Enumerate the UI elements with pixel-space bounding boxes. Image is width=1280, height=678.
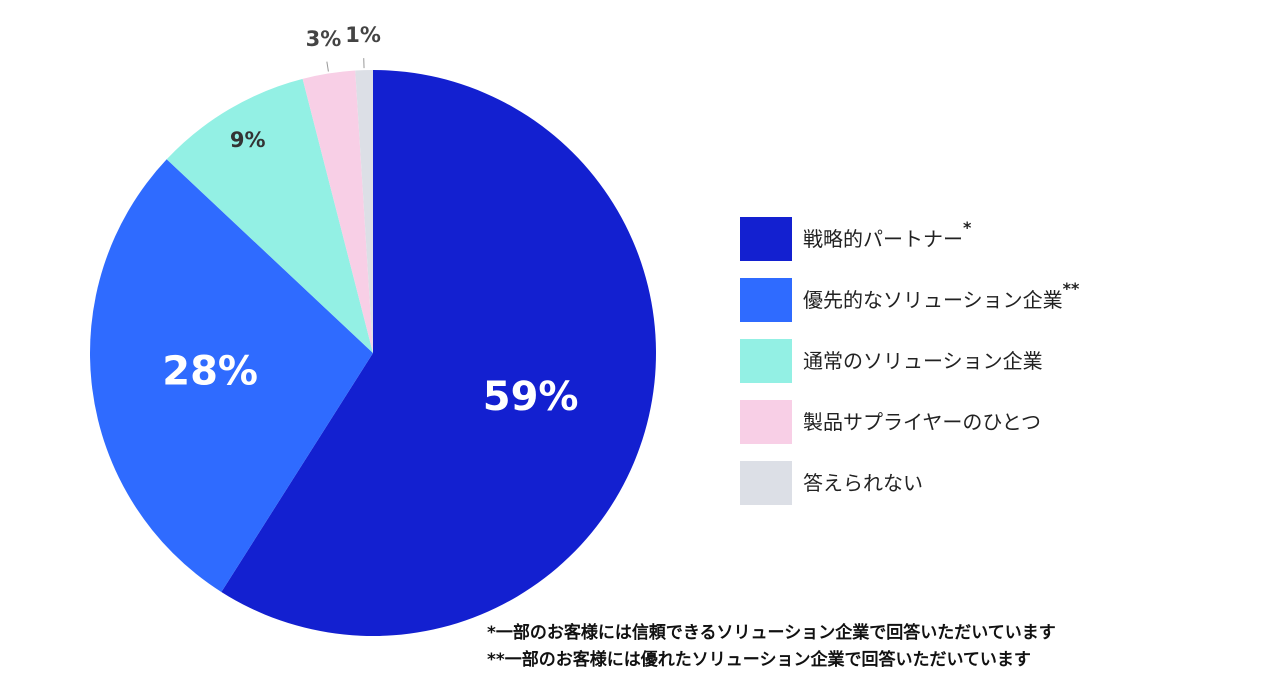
legend-label: 答えられない xyxy=(803,471,923,495)
legend-text: 優先的なソリューション企業 xyxy=(803,288,1063,312)
value-label: 9% xyxy=(230,128,266,152)
legend-swatch xyxy=(740,400,792,444)
value-label: 59% xyxy=(483,374,579,420)
legend-text: 製品サプライヤーのひとつ xyxy=(803,410,1041,434)
legend-swatch xyxy=(740,339,792,383)
legend-mark: * xyxy=(963,218,972,237)
footnote: *一部のお客様には信頼できるソリューション企業で回答いただいています xyxy=(487,622,1056,643)
legend-text: 戦略的パートナー xyxy=(803,227,963,251)
pie-slice xyxy=(221,70,656,636)
legend-mark: ** xyxy=(1063,279,1080,298)
legend-swatch xyxy=(740,461,792,505)
footnote: **一部のお客様には優れたソリューション企業で回答いただいています xyxy=(487,649,1031,670)
legend-label: 優先的なソリューション企業** xyxy=(803,279,1080,312)
pie-slice xyxy=(302,70,373,353)
legend-label: 戦略的パートナー* xyxy=(803,218,972,251)
leader-line xyxy=(326,61,329,72)
legend-swatch xyxy=(740,278,792,322)
legend-text: 通常のソリューション企業 xyxy=(803,349,1043,373)
legend-label: 通常のソリューション企業 xyxy=(803,349,1043,373)
legend-swatch xyxy=(740,217,792,261)
value-label: 3% xyxy=(306,27,342,51)
legend-text: 答えられない xyxy=(803,471,923,495)
value-label: 28% xyxy=(162,349,258,395)
value-label: 1% xyxy=(345,23,381,47)
pie-slice xyxy=(89,159,373,592)
pie-slice xyxy=(166,78,373,354)
legend-label: 製品サプライヤーのひとつ xyxy=(803,410,1041,434)
pie-slice xyxy=(355,70,373,353)
